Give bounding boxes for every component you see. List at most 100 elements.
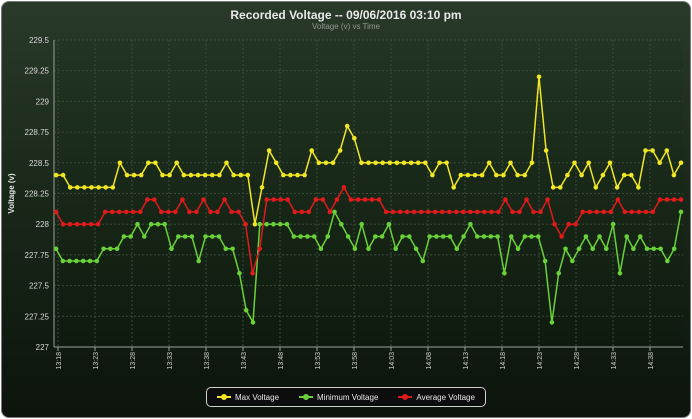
data-point[interactable] [60, 172, 66, 178]
data-point[interactable] [277, 221, 283, 227]
data-point[interactable] [344, 123, 350, 129]
data-point[interactable] [311, 234, 317, 239]
data-point[interactable] [110, 185, 116, 190]
data-point[interactable] [189, 234, 195, 239]
data-point[interactable] [488, 234, 494, 239]
data-point[interactable] [461, 209, 466, 215]
data-point[interactable] [413, 246, 419, 252]
data-point[interactable] [74, 221, 80, 227]
data-point[interactable] [75, 185, 80, 190]
data-point[interactable] [407, 234, 412, 239]
data-point[interactable] [586, 160, 591, 166]
data-point[interactable] [636, 185, 641, 190]
data-point[interactable] [423, 160, 428, 166]
data-point[interactable] [380, 160, 386, 166]
data-point[interactable] [252, 221, 258, 227]
data-point[interactable] [590, 246, 595, 252]
data-point[interactable] [651, 246, 657, 252]
data-point[interactable] [597, 234, 602, 239]
data-point[interactable] [379, 234, 385, 239]
data-point[interactable] [678, 197, 684, 202]
data-point[interactable] [566, 221, 571, 227]
data-point[interactable] [572, 160, 577, 166]
data-point[interactable] [650, 148, 655, 153]
data-point[interactable] [454, 246, 460, 252]
data-point[interactable] [145, 197, 150, 202]
data-point[interactable] [87, 258, 93, 264]
data-point[interactable] [583, 234, 589, 239]
data-point[interactable] [288, 172, 293, 178]
legend-item-minimum-voltage[interactable]: Minimum Voltage [299, 393, 378, 402]
data-point[interactable] [614, 185, 620, 190]
data-point[interactable] [230, 246, 235, 252]
data-point[interactable] [278, 197, 284, 202]
data-point[interactable] [502, 271, 507, 276]
data-point[interactable] [622, 209, 628, 215]
data-point[interactable] [650, 209, 656, 215]
data-point[interactable] [223, 246, 229, 252]
data-point[interactable] [195, 172, 201, 178]
data-point[interactable] [224, 160, 229, 166]
data-point[interactable] [515, 246, 521, 252]
data-point[interactable] [60, 221, 66, 227]
data-point[interactable] [332, 209, 337, 215]
data-point[interactable] [292, 209, 298, 215]
data-point[interactable] [131, 172, 137, 178]
data-point[interactable] [559, 234, 564, 239]
data-point[interactable] [81, 221, 87, 227]
data-point[interactable] [556, 271, 561, 276]
data-point[interactable] [138, 172, 144, 178]
data-point[interactable] [482, 209, 487, 215]
data-point[interactable] [558, 185, 563, 190]
data-point[interactable] [531, 209, 536, 215]
data-point[interactable] [552, 221, 557, 227]
data-point[interactable] [123, 209, 129, 215]
data-point[interactable] [318, 246, 324, 252]
data-point[interactable] [601, 209, 607, 215]
data-point[interactable] [610, 221, 616, 227]
data-point[interactable] [580, 209, 585, 215]
data-point[interactable] [494, 172, 499, 178]
data-point[interactable] [160, 172, 165, 178]
data-point[interactable] [432, 209, 438, 215]
data-point[interactable] [474, 234, 480, 239]
data-point[interactable] [169, 246, 174, 252]
data-point[interactable] [658, 246, 663, 252]
data-point[interactable] [664, 148, 670, 153]
legend-item-max-voltage[interactable]: Max Voltage [217, 393, 279, 402]
data-point[interactable] [245, 172, 251, 178]
data-point[interactable] [522, 172, 528, 178]
data-point[interactable] [671, 172, 677, 178]
data-point[interactable] [264, 221, 269, 227]
data-point[interactable] [637, 234, 643, 239]
data-point[interactable] [458, 172, 464, 178]
data-point[interactable] [334, 197, 340, 202]
data-point[interactable] [345, 234, 351, 239]
data-point[interactable] [538, 209, 543, 215]
data-point[interactable] [271, 197, 277, 202]
data-point[interactable] [481, 234, 487, 239]
data-point[interactable] [366, 246, 371, 252]
data-point[interactable] [243, 307, 249, 313]
data-point[interactable] [468, 209, 473, 215]
data-point[interactable] [563, 246, 568, 252]
data-point[interactable] [508, 234, 514, 239]
data-point[interactable] [401, 160, 407, 166]
data-point[interactable] [102, 209, 108, 215]
data-point[interactable] [631, 246, 636, 252]
data-point[interactable] [142, 234, 147, 239]
data-point[interactable] [162, 221, 167, 227]
data-point[interactable] [425, 209, 431, 215]
data-point[interactable] [188, 172, 194, 178]
data-point[interactable] [89, 185, 94, 190]
data-point[interactable] [174, 160, 179, 166]
data-point[interactable] [109, 209, 115, 215]
data-point[interactable] [418, 209, 424, 215]
data-point[interactable] [624, 234, 629, 239]
data-point[interactable] [266, 148, 272, 153]
data-point[interactable] [362, 197, 368, 202]
data-point[interactable] [369, 197, 375, 202]
data-point[interactable] [503, 197, 508, 202]
data-point[interactable] [231, 172, 236, 178]
data-point[interactable] [316, 160, 322, 166]
